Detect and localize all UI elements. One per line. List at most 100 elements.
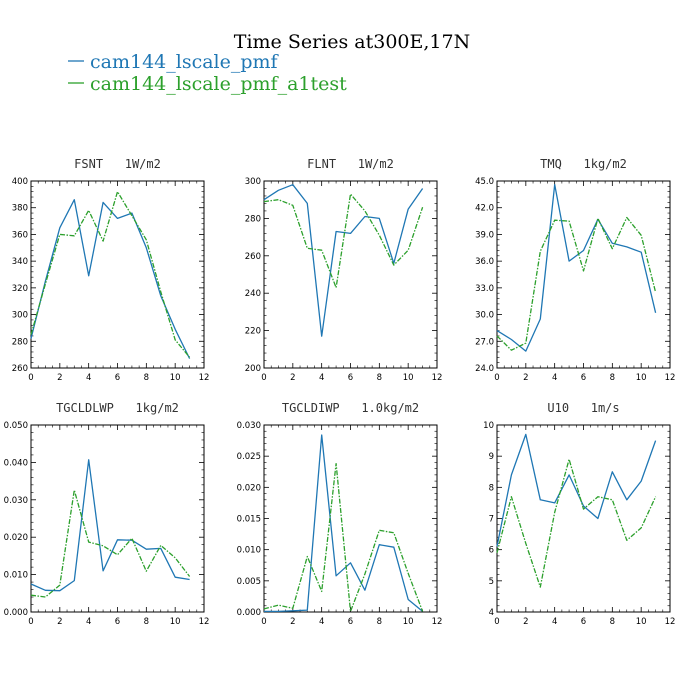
y-tick-label: 0.050	[4, 421, 28, 431]
x-tick-label: 0	[28, 617, 33, 627]
x-tick-label: 2	[523, 617, 528, 627]
y-tick-label: 400	[12, 177, 28, 187]
y-tick-label: 0.025	[237, 452, 261, 462]
series-line-2	[263, 462, 424, 613]
y-tick-label: 33.0	[475, 284, 494, 294]
plot-frame	[263, 180, 438, 369]
panel-2: FLNT 1W/m2 0 2 4 6 8 10 12 200 220 240 260 280 300	[245, 157, 443, 383]
y-tick-label: 380	[12, 204, 28, 214]
y-tick-label: 5	[489, 577, 494, 587]
x-tick-label: 0	[261, 617, 266, 627]
y-tick-label: 0.030	[237, 421, 261, 431]
y-tick-label: 45.0	[475, 177, 494, 187]
x-tick-label: 12	[665, 617, 676, 627]
panel-1: FSNT 1W/m2 0 2 4 6 8 10 12 260 280 300 320 340 360 380…	[12, 157, 210, 383]
y-tick-label: 36.0	[475, 257, 494, 267]
plot-frame	[263, 424, 438, 613]
plot-frame	[496, 180, 671, 369]
plot-frame	[496, 424, 671, 613]
x-tick-label: 10	[170, 617, 181, 627]
panel-title: TGCLDLWP 1kg/m2	[56, 401, 179, 415]
x-tick-label: 6	[115, 373, 120, 383]
y-tick-label: 300	[12, 311, 28, 321]
x-tick-label: 4	[552, 617, 557, 627]
panel-4: TGCLDLWP 1kg/m2 0 2 4 6 8 10 12 0.000 0.010 0.020 0…	[4, 401, 210, 627]
x-tick-label: 4	[86, 373, 91, 383]
y-tick-label: 260	[245, 252, 261, 262]
x-tick-label: 0	[494, 617, 499, 627]
x-tick-label: 6	[115, 617, 120, 627]
x-tick-label: 8	[144, 617, 149, 627]
series-line-2	[263, 193, 424, 289]
y-tick-label: 0.010	[237, 546, 261, 556]
y-tick-label: 6	[489, 546, 494, 556]
x-tick-label: 10	[170, 373, 181, 383]
panel-title: U10 1m/s	[547, 401, 619, 415]
y-tick-label: 0.000	[237, 608, 261, 618]
y-tick-label: 260	[12, 364, 28, 374]
y-tick-label: 7	[489, 515, 494, 525]
series-line-2	[30, 191, 191, 358]
series-line-1	[263, 184, 424, 337]
x-tick-label: 8	[144, 373, 149, 383]
x-tick-label: 0	[28, 373, 33, 383]
y-tick-label: 42.0	[475, 204, 494, 214]
y-tick-label: 30.0	[475, 311, 494, 321]
x-tick-label: 12	[432, 373, 443, 383]
panel-title: FLNT 1W/m2	[307, 157, 394, 171]
legend-label-2: cam144_lscale_pmf_a1test	[90, 73, 347, 95]
x-tick-label: 2	[523, 373, 528, 383]
series-line-2	[496, 458, 657, 588]
x-tick-label: 2	[290, 373, 295, 383]
y-tick-label: 39.0	[475, 230, 494, 240]
y-tick-label: 24.0	[475, 364, 494, 374]
y-tick-label: 9	[489, 452, 494, 462]
plot-frame	[30, 424, 205, 613]
series-line-1	[30, 459, 190, 592]
x-tick-label: 4	[319, 617, 324, 627]
x-tick-label: 6	[581, 373, 586, 383]
plot-frame	[30, 180, 205, 369]
y-tick-label: 0.015	[237, 515, 261, 525]
x-tick-label: 12	[199, 617, 210, 627]
figure-title: Time Series at300E,17N	[234, 31, 470, 53]
x-tick-label: 2	[290, 617, 295, 627]
y-tick-label: 340	[12, 257, 28, 267]
panels: FSNT 1W/m20 2 4 6 8 10 12260280300320340360380…	[4, 157, 676, 627]
y-tick-label: 0.020	[4, 533, 28, 543]
y-tick-label: 300	[245, 177, 261, 187]
x-tick-label: 2	[57, 617, 62, 627]
x-tick-label: 8	[377, 617, 382, 627]
panel-6: U10 1m/s 0 2 4 6 8 10 12 4 5 6 7 8 9 10	[483, 401, 675, 627]
panel-title: FSNT 1W/m2	[74, 157, 161, 171]
panel-3: TMQ 1kg/m2 0 2 4 6 8 10 12 24.0 27.0 30.0 33.0 36.0 3…	[475, 157, 675, 383]
y-tick-label: 360	[12, 230, 28, 240]
panel-5: TGCLDIWP 1.0kg/m2 0 2 4 6 8 10 12 0.000 0.005 0.01…	[237, 401, 443, 627]
x-tick-label: 12	[199, 373, 210, 383]
y-tick-label: 0.010	[4, 571, 28, 581]
legend: cam144_lscale_pmf cam144_lscale_pmf_a1te…	[68, 51, 347, 95]
series-line-1	[30, 199, 191, 359]
x-tick-label: 8	[610, 617, 615, 627]
y-tick-label: 0.040	[4, 458, 28, 468]
x-tick-label: 12	[665, 373, 676, 383]
y-tick-label: 0.020	[237, 483, 261, 493]
series-line-2	[30, 489, 191, 598]
y-tick-label: 8	[489, 483, 494, 493]
y-tick-label: 0.005	[237, 577, 261, 587]
y-tick-label: 4	[489, 608, 494, 618]
panel-title: TMQ 1kg/m2	[540, 157, 627, 171]
y-tick-label: 200	[245, 364, 261, 374]
x-tick-label: 6	[581, 617, 586, 627]
y-tick-label: 280	[245, 214, 261, 224]
x-tick-label: 6	[348, 617, 353, 627]
x-tick-label: 10	[636, 617, 647, 627]
y-tick-label: 0.000	[4, 608, 28, 618]
x-tick-label: 4	[552, 373, 557, 383]
x-tick-label: 8	[610, 373, 615, 383]
x-tick-label: 4	[319, 373, 324, 383]
panel-title: TGCLDIWP 1.0kg/m2	[282, 401, 419, 415]
x-tick-label: 6	[348, 373, 353, 383]
series-line-2	[496, 216, 657, 351]
